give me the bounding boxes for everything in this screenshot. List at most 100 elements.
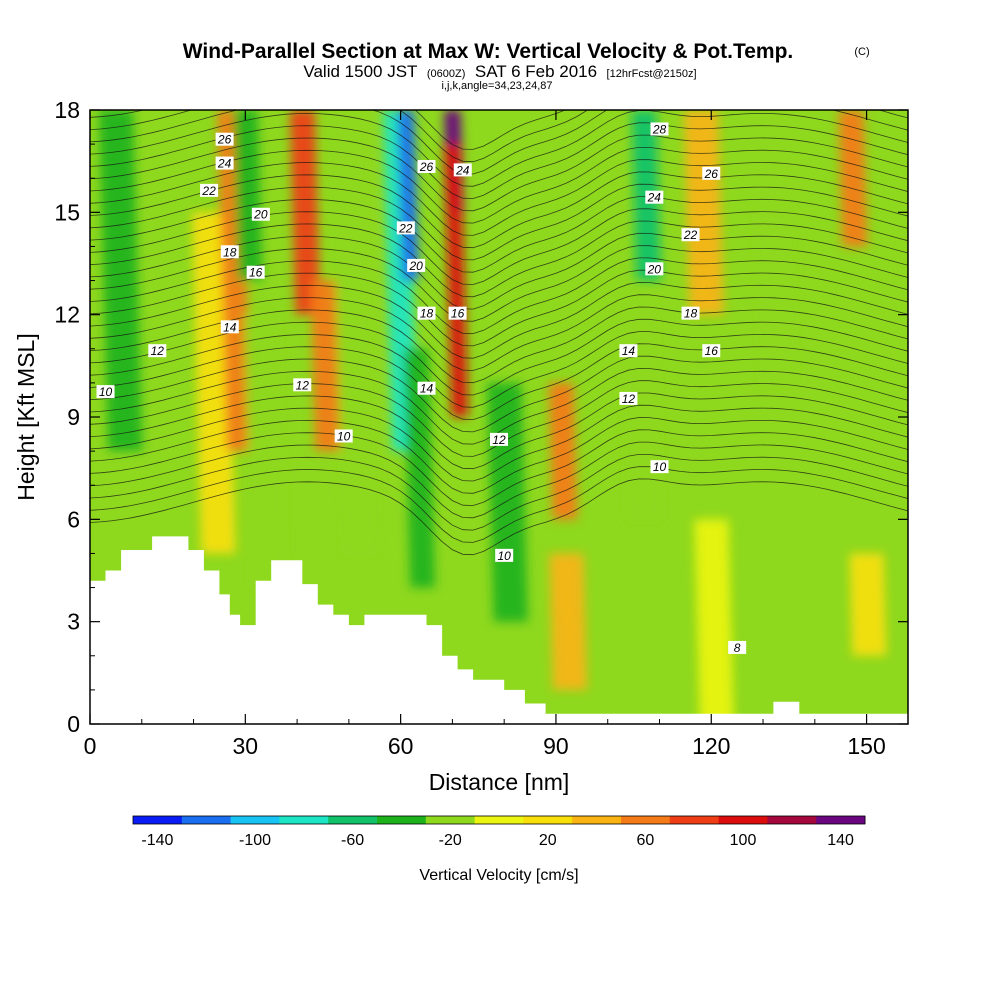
y-tick-label: 6 — [67, 506, 80, 532]
chart-title: Wind-Parallel Section at Max W: Vertical… — [183, 40, 794, 63]
isentrope-21 — [90, 220, 908, 298]
w-band-10 — [403, 348, 436, 588]
contour-label-box — [448, 306, 467, 320]
contour-label-text: 22 — [201, 184, 216, 198]
x-tick-label: 90 — [543, 733, 569, 759]
contour-label-text: 12 — [151, 344, 165, 358]
colorbar-swatch — [572, 816, 622, 824]
colorbar-swatch — [133, 816, 183, 824]
y-tick-label: 15 — [54, 199, 80, 225]
contour-label-15: 18 — [417, 306, 436, 321]
x-tick-label: 150 — [847, 733, 885, 759]
contour-label-box — [645, 262, 664, 276]
contour-label-box — [650, 460, 669, 474]
colorbar-swatch — [328, 816, 378, 824]
contour-label-20: 28 — [650, 122, 669, 136]
contour-label-text: 26 — [419, 160, 434, 174]
colorbar-swatch — [279, 816, 329, 824]
colorbar-tick-label: 100 — [730, 832, 757, 849]
w-band-14 — [548, 382, 578, 520]
isentrope-19 — [90, 245, 908, 322]
w-band-4 — [243, 314, 286, 588]
colorbar: -140 -100 -60 -20 20 60 100 140 — [132, 815, 866, 849]
contour-label-8: 10 — [96, 385, 115, 399]
x-tick-label: 60 — [388, 733, 414, 759]
contour-label-5: 16 — [246, 265, 265, 280]
y-tick-label: 3 — [67, 609, 80, 635]
contour-label-24: 20 — [645, 262, 664, 276]
isentrope-26 — [90, 159, 908, 236]
colorbar-tick-label: -60 — [341, 832, 364, 849]
w-band-3 — [232, 110, 263, 281]
contour-label-3: 20 — [251, 207, 270, 222]
isentrope-15 — [90, 294, 908, 371]
x-axis: 0 30 60 90 120 150 — [84, 110, 886, 759]
contour-label-text: 24 — [647, 191, 662, 205]
colorbar-swatch — [425, 816, 476, 824]
contour-label-box — [681, 306, 700, 320]
contour-label-6: 14 — [220, 320, 239, 334]
colorbar-tick-label: -140 — [141, 832, 173, 849]
contour-label-box — [215, 156, 234, 170]
contour-label-text: 14 — [622, 344, 636, 358]
contour-label-17: 14 — [417, 381, 436, 396]
contour-label-13: 22 — [396, 221, 415, 235]
valid-date: SAT 6 Feb 2016 — [475, 62, 597, 81]
contour-label-text: 10 — [99, 385, 113, 399]
contour-label-box — [246, 265, 265, 279]
w-band-15 — [549, 553, 588, 690]
contour-label-27: 14 — [619, 344, 638, 358]
colorbar-tick-label: 140 — [827, 832, 854, 849]
w-band-7 — [331, 110, 379, 554]
contour-label-box — [407, 258, 426, 272]
contour-label-23: 22 — [681, 228, 700, 242]
contour-label-text: 12 — [296, 378, 310, 392]
colorbar-label: Vertical Velocity [cm/s] — [419, 867, 578, 884]
contour-label-box — [619, 391, 638, 405]
contour-label-box — [645, 190, 664, 204]
y-tick-label: 18 — [54, 97, 80, 123]
isentrope-33 — [90, 110, 567, 150]
contour-label-box — [96, 385, 115, 399]
contour-label-10: 10 — [334, 429, 353, 443]
contour-label-text: 28 — [652, 122, 667, 136]
contour-label-text: 14 — [420, 382, 434, 396]
contour-label-text: 24 — [217, 157, 232, 171]
isentrope-16 — [90, 281, 908, 359]
isentrope-12 — [90, 331, 908, 408]
contour-label-text: 20 — [647, 262, 662, 276]
w-band-22 — [849, 553, 887, 656]
contour-label-box — [215, 132, 234, 146]
colorbar-tick-label: -20 — [439, 832, 462, 849]
w-band-0 — [98, 110, 143, 452]
contour-label-7: 12 — [148, 344, 167, 358]
contour-label-text: 16 — [705, 344, 719, 358]
contour-label-text: 10 — [337, 429, 351, 443]
contour-label-9: 12 — [293, 378, 312, 392]
contour-label-text: 12 — [622, 392, 636, 406]
contour-label-text: 18 — [684, 307, 698, 321]
contour-label-1: 24 — [215, 156, 234, 171]
y-axis-label: Height [Kft MSL] — [13, 333, 39, 500]
contour-label-box — [396, 221, 415, 235]
isentrope-22 — [90, 208, 908, 285]
w-band-13 — [487, 382, 528, 622]
contour-label-22: 24 — [645, 190, 664, 205]
isentrope-32 — [90, 110, 908, 163]
colorbar-swatch — [816, 816, 866, 824]
copyright-mark: (C) — [854, 46, 869, 58]
contour-label-30: 8 — [728, 640, 747, 655]
contour-label-16: 16 — [448, 306, 467, 321]
contour-label-box — [148, 344, 167, 358]
isentrope-18 — [90, 257, 908, 335]
contour-label-box — [495, 548, 514, 562]
contour-label-text: 26 — [217, 133, 232, 147]
contour-label-box — [417, 159, 436, 173]
isentrope-7 — [90, 392, 908, 470]
contour-label-box — [200, 183, 219, 197]
x-tick-label: 30 — [233, 733, 259, 759]
contour-label-29: 10 — [650, 460, 669, 474]
isentrope-9 — [90, 367, 908, 445]
